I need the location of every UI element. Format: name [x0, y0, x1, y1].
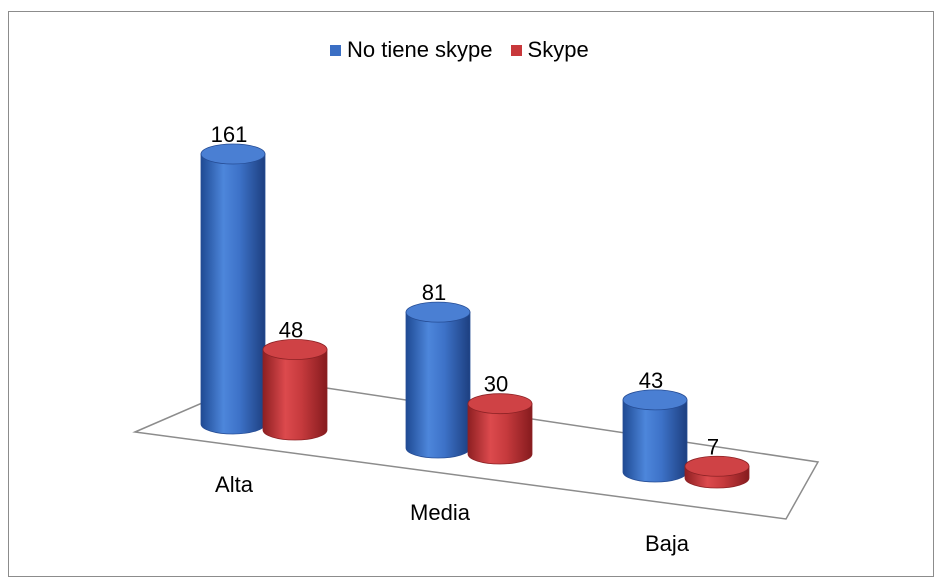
bar-top-skype-media [467, 393, 533, 415]
category-label: Alta [215, 472, 254, 497]
legend-swatch-no-tiene-skype [330, 44, 341, 56]
category-label: Media [410, 500, 471, 525]
legend-label-skype: Skype [527, 37, 589, 62]
bar-skype-media [467, 403, 533, 465]
data-label: 43 [639, 368, 663, 393]
bar-top-skype-baja [684, 455, 750, 477]
bar-top-no-tiene-skype-baja [622, 389, 688, 411]
data-label: 161 [211, 122, 248, 147]
data-label: 48 [279, 318, 303, 343]
legend-label-no-tiene-skype: No tiene skype [347, 37, 493, 62]
bar-top-skype-alta [262, 339, 328, 360]
legend-item-skype: Skype [510, 37, 589, 63]
bar-skype-alta [262, 349, 328, 441]
data-label: 81 [422, 280, 446, 305]
legend-swatch-skype [510, 44, 522, 56]
bar-no-tiene-skype-media [405, 311, 471, 459]
legend-item-no-tiene-skype: No tiene skype [330, 37, 493, 63]
data-label: 7 [707, 434, 719, 459]
chart-legend: No tiene skype Skype [330, 37, 589, 63]
bar-no-tiene-skype-baja [622, 399, 688, 483]
bar-top-no-tiene-skype-alta [200, 143, 266, 165]
bar-top-no-tiene-skype-media [405, 301, 471, 323]
data-label: 30 [484, 372, 508, 397]
category-label: Baja [645, 531, 690, 556]
bar-no-tiene-skype-alta [200, 153, 266, 435]
